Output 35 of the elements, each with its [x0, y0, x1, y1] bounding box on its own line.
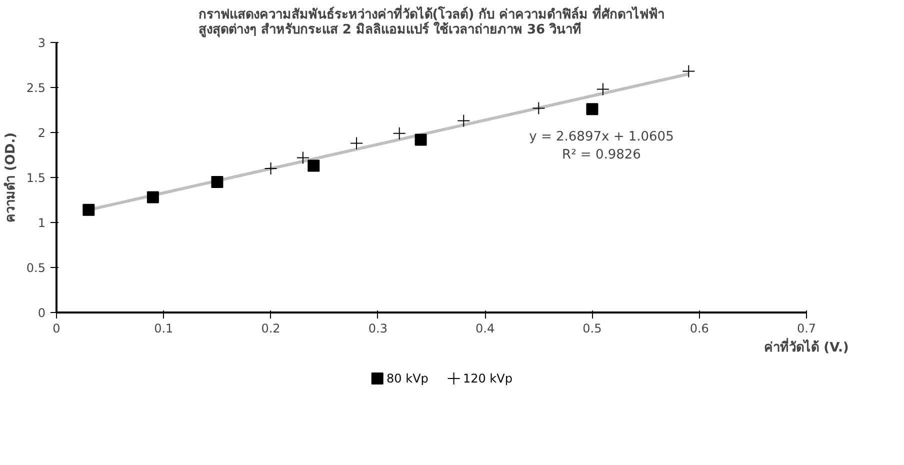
legend-label: 80 kVp — [386, 372, 428, 386]
annotation: y = 2.6897x + 1.0605 R² = 0.9826 — [529, 130, 674, 162]
point — [308, 160, 320, 172]
point — [682, 64, 696, 78]
chart-title: กราฟแสดงความสัมพันธ์ระหว่างค่าที่วัดได้(โวลต์) กับ ค่าความดำฟิล์ม ที่ศักดาไฟฟ้า สูงสุดต่างๆ สำหรับกระแส 2 มิลลิแอมแปร์ ใช้เวลาถ่ายภาพ 36 วินาที — [198, 4, 665, 38]
legend-label: 120 kVp — [462, 372, 512, 386]
x-tick-label: 0.1 — [154, 322, 174, 336]
x-tick-label: 0.5 — [582, 322, 602, 336]
point — [392, 126, 406, 140]
point — [596, 82, 610, 96]
y-tick-label: 2 — [38, 126, 46, 140]
y-tick-label: 0 — [38, 306, 46, 320]
x-tick-label: 0.3 — [368, 322, 388, 336]
point — [532, 102, 546, 115]
x-tick-label: 0.2 — [261, 322, 280, 336]
point — [211, 176, 224, 188]
point — [414, 134, 427, 146]
x-tick-label: 0.7 — [796, 322, 816, 336]
x-axis-title: ค่าที่วัดได้ (V.) — [764, 338, 849, 356]
point — [586, 103, 598, 116]
y-tick-label: 0.5 — [26, 261, 46, 275]
x-tick-label: 0.6 — [690, 322, 709, 336]
x-tick-label: 0.4 — [476, 322, 495, 336]
point — [146, 191, 159, 204]
point — [264, 162, 278, 175]
y-tick-label: 2.5 — [26, 81, 46, 95]
point — [82, 204, 95, 216]
y-tick-label: 1 — [38, 216, 46, 230]
y-tick-label: 1.5 — [26, 171, 46, 185]
y-tick-label: 3 — [38, 36, 46, 50]
point — [350, 136, 363, 150]
point — [296, 151, 310, 164]
point — [457, 114, 470, 128]
x-tick-label: 0 — [52, 322, 60, 336]
y-axis-title: ความดำ (OD.) — [2, 132, 18, 223]
